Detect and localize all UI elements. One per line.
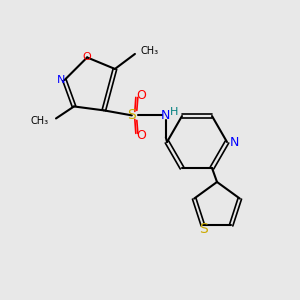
Text: N: N (161, 109, 170, 122)
Text: S: S (128, 108, 136, 122)
Text: CH₃: CH₃ (141, 46, 159, 56)
Text: O: O (136, 89, 146, 102)
Text: H: H (169, 107, 178, 117)
Text: O: O (136, 129, 146, 142)
Text: CH₃: CH₃ (31, 116, 49, 126)
Text: S: S (200, 222, 208, 236)
Text: O: O (83, 52, 92, 62)
Text: N: N (229, 136, 239, 148)
Text: N: N (57, 75, 66, 85)
